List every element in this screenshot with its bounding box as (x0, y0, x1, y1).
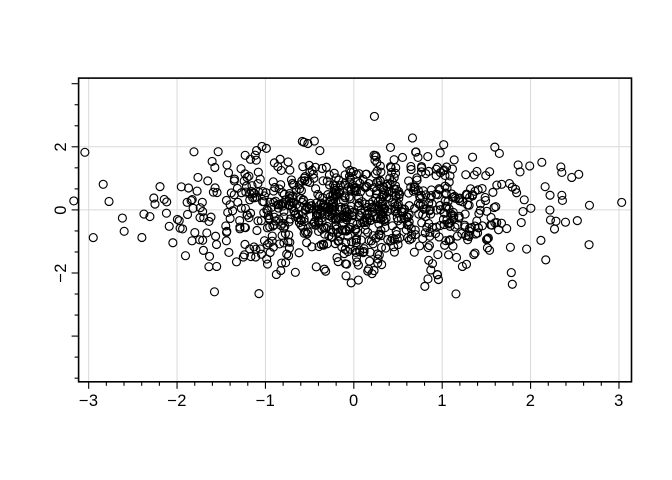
svg-text:0: 0 (52, 205, 70, 215)
svg-text:−2: −2 (167, 392, 187, 410)
svg-text:2: 2 (526, 392, 536, 410)
svg-text:−2: −2 (52, 263, 70, 283)
svg-text:0: 0 (349, 392, 359, 410)
svg-text:3: 3 (614, 392, 624, 410)
svg-text:−3: −3 (79, 392, 99, 410)
svg-text:−1: −1 (256, 392, 276, 410)
svg-text:1: 1 (437, 392, 447, 410)
svg-text:2: 2 (52, 142, 70, 152)
